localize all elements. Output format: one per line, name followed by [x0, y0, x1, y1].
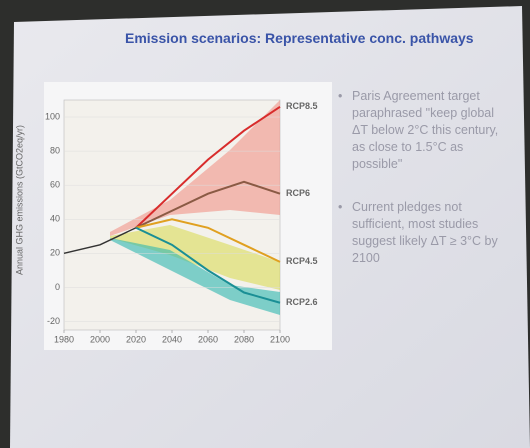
bullet-list: Paris Agreement target paraphrased "keep… [338, 88, 508, 293]
x-tick-label: 1980 [54, 334, 74, 344]
y-tick-label: 80 [50, 145, 60, 155]
screen: Annual GHG emissions (GtCO2eq/yr) -20 0 20… [0, 0, 530, 448]
y-tick-label: 40 [50, 214, 60, 224]
y-tick-label: -20 [47, 316, 60, 326]
y-tick-label: 100 [45, 111, 60, 121]
y-tick-label: 20 [50, 248, 60, 258]
y-tick-label: 0 [55, 282, 60, 292]
slide-title: Emission scenarios: Representative conc.… [125, 30, 515, 46]
x-tick-label: 2100 [270, 334, 290, 344]
x-tick-label: 2020 [126, 334, 146, 344]
x-tick-label: 2060 [198, 334, 218, 344]
y-tick-label: 60 [50, 180, 60, 190]
x-tick-label: 2000 [90, 334, 110, 344]
bullet: Paris Agreement target paraphrased "keep… [338, 88, 508, 173]
x-tick-label: 2040 [162, 334, 182, 344]
series-label: RCP2.6 [286, 297, 318, 307]
series-label: RCP6 [286, 188, 310, 198]
y-axis-label: Annual GHG emissions (GtCO2eq/yr) [14, 125, 24, 275]
series-label: RCP8.5 [286, 101, 318, 111]
bullet: Current pledges not sufficient, most stu… [338, 199, 508, 267]
series-label: RCP4.5 [286, 256, 318, 266]
x-tick-label: 2080 [234, 334, 254, 344]
